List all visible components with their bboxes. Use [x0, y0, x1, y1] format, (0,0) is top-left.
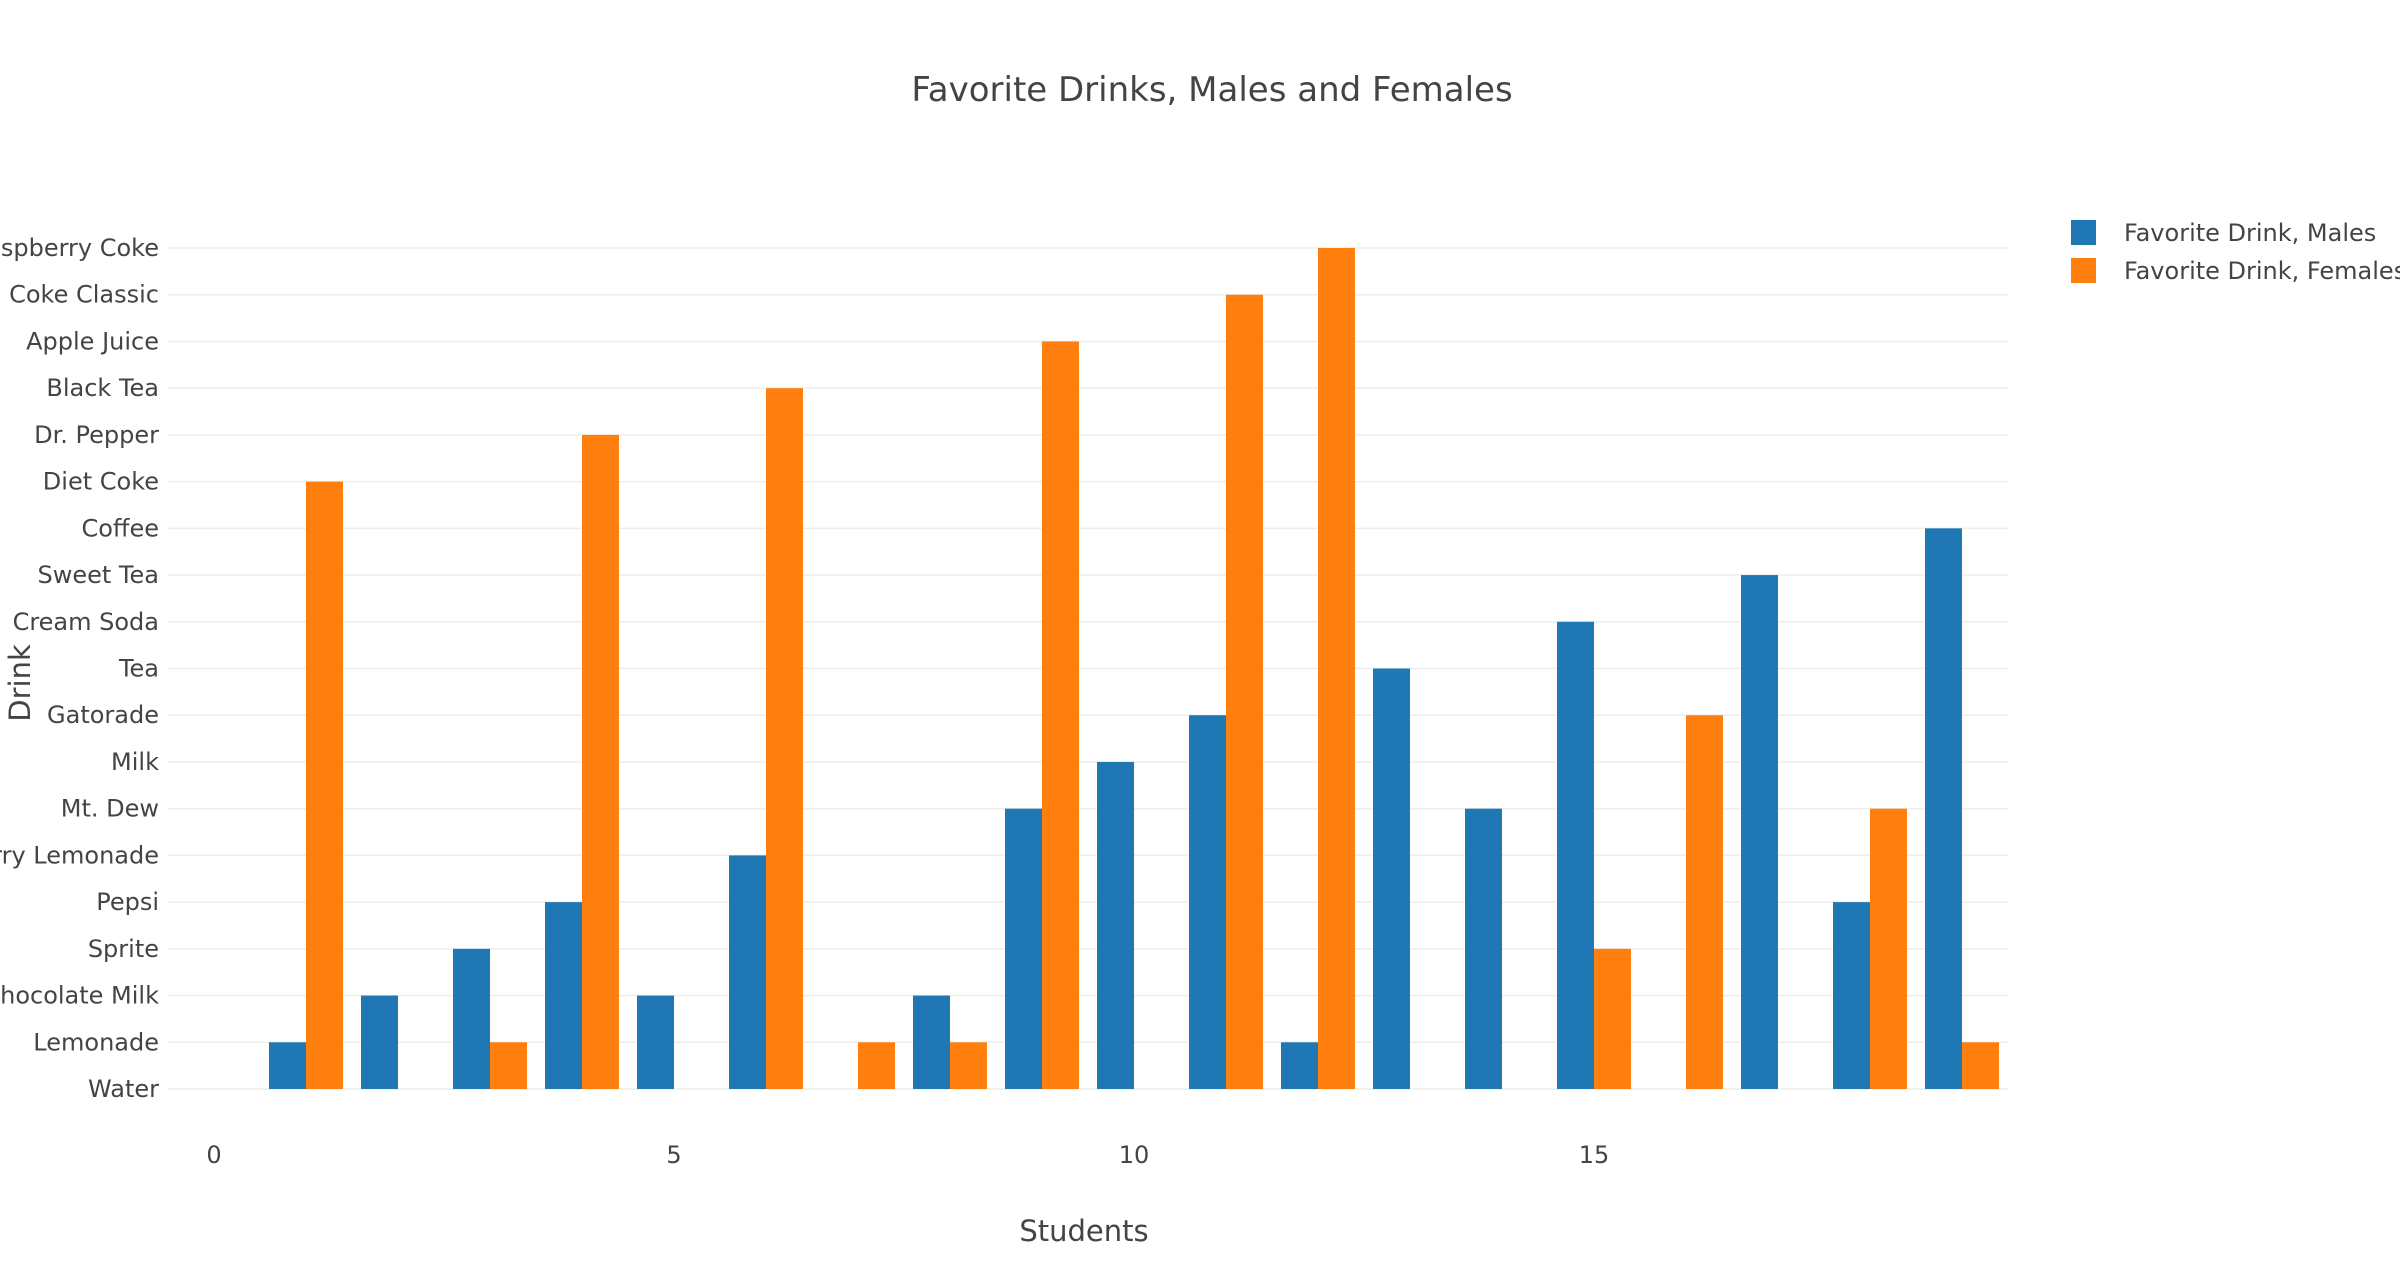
chart-title: Favorite Drinks, Males and Females: [911, 70, 1512, 110]
legend-label: Favorite Drink, Females: [2124, 257, 2400, 285]
bar-females[interactable]: [766, 388, 803, 1090]
bar-males[interactable]: [545, 902, 582, 1089]
bar-females[interactable]: [858, 1042, 895, 1089]
y-tick-label: Gatorade: [47, 701, 159, 729]
y-tick-label: Sprite: [88, 935, 159, 963]
bar-males[interactable]: [1281, 1042, 1318, 1089]
y-tick-label: Apple Juice: [26, 327, 159, 355]
y-tick-label: Diet Coke: [43, 468, 159, 496]
bar-females[interactable]: [950, 1042, 987, 1089]
legend-label: Favorite Drink, Males: [2124, 219, 2376, 247]
bar-females[interactable]: [582, 434, 619, 1089]
y-tick-label: Coffee: [81, 514, 159, 542]
y-tick-label: Lemonade: [33, 1028, 159, 1056]
legend-swatch: [2071, 258, 2096, 283]
bar-males[interactable]: [913, 995, 950, 1089]
y-tick-label: Strawberry Lemonade: [0, 841, 159, 869]
bar-males[interactable]: [637, 995, 674, 1089]
bar-males[interactable]: [1189, 715, 1226, 1089]
bar-females[interactable]: [1962, 1042, 1999, 1089]
bar-females[interactable]: [1870, 808, 1907, 1089]
y-axis-ticks: Water Lemonade Chocolate Milk Sprite Pepsi St…: [0, 234, 159, 1103]
bar-males[interactable]: [1557, 621, 1594, 1089]
y-tick-label: Water: [88, 1075, 159, 1103]
bar-females[interactable]: [306, 481, 343, 1090]
bar-males[interactable]: [1833, 902, 1870, 1089]
bar-males[interactable]: [1925, 528, 1962, 1089]
legend: Favorite Drink, Males Favorite Drink, Fem…: [2071, 219, 2400, 285]
bar-males[interactable]: [1097, 761, 1134, 1089]
bar-males[interactable]: [361, 995, 398, 1089]
bar-males[interactable]: [453, 948, 490, 1089]
x-tick-label: 15: [1579, 1141, 1610, 1169]
y-tick-label: Tea: [118, 655, 159, 683]
x-tick-label: 5: [666, 1141, 681, 1169]
legend-swatch: [2071, 220, 2096, 245]
y-tick-label: Milk: [111, 748, 159, 776]
y-tick-label: Chocolate Milk: [0, 982, 159, 1010]
bar-males[interactable]: [729, 855, 766, 1089]
bar-females[interactable]: [1318, 248, 1355, 1089]
x-tick-label: 0: [206, 1141, 221, 1169]
bar-males[interactable]: [1005, 808, 1042, 1089]
bar-females[interactable]: [490, 1042, 527, 1089]
y-tick-label: Raspberry Coke: [0, 234, 159, 262]
x-axis-ticks: 0 5 10 15: [206, 1141, 1609, 1169]
y-tick-label: Coke Classic: [9, 281, 159, 309]
bars: [269, 248, 1999, 1090]
y-tick-label: Black Tea: [46, 374, 159, 402]
bar-females[interactable]: [1226, 294, 1263, 1089]
y-tick-label: Sweet Tea: [38, 561, 160, 589]
y-tick-label: Mt. Dew: [61, 795, 159, 823]
gridlines: [168, 247, 2008, 1090]
bar-females[interactable]: [1594, 948, 1631, 1089]
y-tick-label: Dr. Pepper: [34, 421, 159, 449]
y-tick-label: Pepsi: [96, 888, 159, 916]
bar-males[interactable]: [1373, 668, 1410, 1090]
bar-males[interactable]: [1465, 808, 1502, 1089]
bar-females[interactable]: [1042, 341, 1079, 1089]
y-tick-label: Cream Soda: [13, 608, 159, 636]
y-axis-title: Drink: [3, 644, 37, 722]
x-axis-title: Students: [1019, 1214, 1148, 1248]
bar-females[interactable]: [1686, 715, 1723, 1089]
bar-males[interactable]: [1741, 575, 1778, 1089]
x-tick-label: 10: [1119, 1141, 1150, 1169]
bar-males[interactable]: [269, 1042, 306, 1089]
